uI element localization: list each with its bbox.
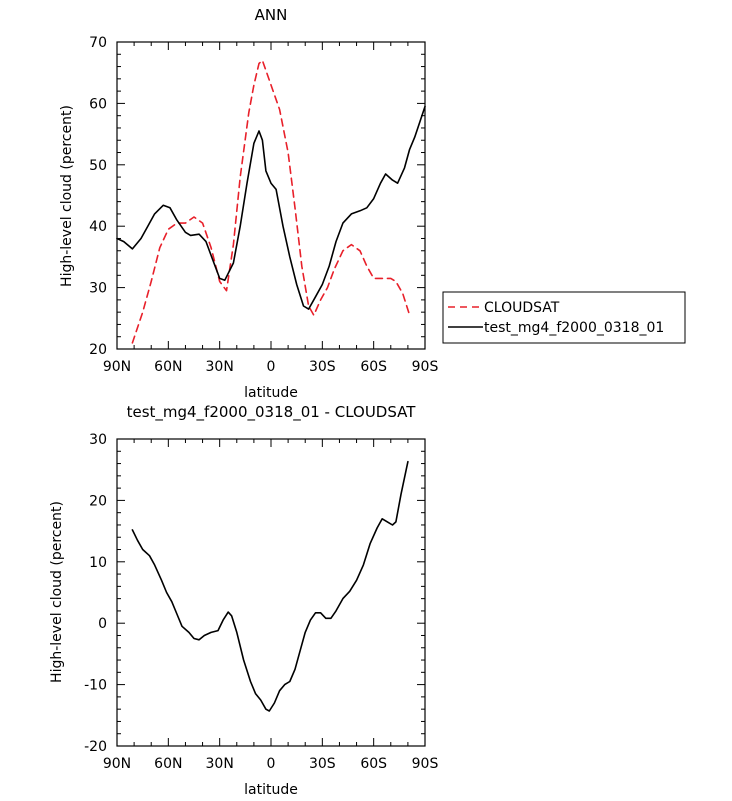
top-xtick-label-1: 60N [154, 359, 182, 375]
bottom-panel-xlabel: latitude [244, 782, 298, 798]
bottom-tick-marks [116, 438, 426, 747]
top-ytick-label-2: 40 [89, 219, 107, 235]
bottom-xtick-label-1: 60N [154, 756, 182, 772]
legend-label-cloudsat: CLOUDSAT [484, 300, 560, 316]
top-ytick-label-5: 70 [89, 35, 107, 51]
bottom-xtick-label-2: 30N [206, 756, 234, 772]
top-plot-frame [116, 41, 426, 350]
top-ytick-label-3: 50 [89, 158, 107, 174]
top-tick-labels: 90N 60N 30N 0 30S 60S 90S 20 30 40 50 60 70 [89, 35, 438, 375]
bottom-ytick-label-4: 20 [89, 493, 107, 509]
bottom-tick-labels: 90N 60N 30N 0 30S 60S 90S -20 -10 0 10 20 30 [84, 432, 438, 772]
bottom-panel: test_mg4_f2000_0318_01 - CLOUDSAT High-l… [49, 403, 438, 798]
top-panel: ANN High-level cloud (percent) latitude … [59, 6, 438, 401]
top-panel-ylabel: High-level cloud (percent) [59, 105, 75, 287]
bottom-panel-title: test_mg4_f2000_0318_01 - CLOUDSAT [127, 403, 417, 422]
bottom-ytick-label-5: 30 [89, 432, 107, 448]
top-series [116, 59, 426, 344]
bottom-panel-ylabel: High-level cloud (percent) [49, 501, 65, 683]
top-series-line-0 [131, 59, 411, 344]
bottom-xtick-label-3: 0 [267, 756, 276, 772]
top-xtick-label-0: 90N [103, 359, 131, 375]
bottom-xtick-label-6: 90S [412, 756, 439, 772]
top-ytick-label-1: 30 [89, 281, 107, 297]
legend: CLOUDSAT test_mg4_f2000_0318_01 [442, 291, 686, 344]
top-xtick-label-4: 30S [309, 359, 336, 375]
bottom-series-line-0 [131, 460, 409, 712]
bottom-xtick-label-0: 90N [103, 756, 131, 772]
top-xtick-label-3: 0 [267, 359, 276, 375]
top-xtick-label-2: 30N [206, 359, 234, 375]
top-series-line-1 [116, 105, 426, 310]
top-panel-title: ANN [255, 6, 288, 24]
bottom-xtick-label-4: 30S [309, 756, 336, 772]
top-tick-marks [116, 41, 426, 350]
top-ytick-label-0: 20 [89, 342, 107, 358]
bottom-xtick-label-5: 60S [360, 756, 387, 772]
bottom-series [131, 460, 409, 712]
bottom-ytick-label-3: 10 [89, 555, 107, 571]
bottom-ytick-label-0: -20 [84, 739, 107, 755]
top-xtick-label-5: 60S [360, 359, 387, 375]
legend-label-model: test_mg4_f2000_0318_01 [484, 320, 664, 336]
bottom-plot-frame [116, 438, 426, 747]
legend-box [442, 291, 686, 344]
bottom-ytick-label-1: -10 [84, 678, 107, 694]
top-panel-xlabel: latitude [244, 385, 298, 401]
top-xtick-label-6: 90S [412, 359, 439, 375]
top-ytick-label-4: 60 [89, 96, 107, 112]
bottom-ytick-label-2: 0 [98, 616, 107, 632]
